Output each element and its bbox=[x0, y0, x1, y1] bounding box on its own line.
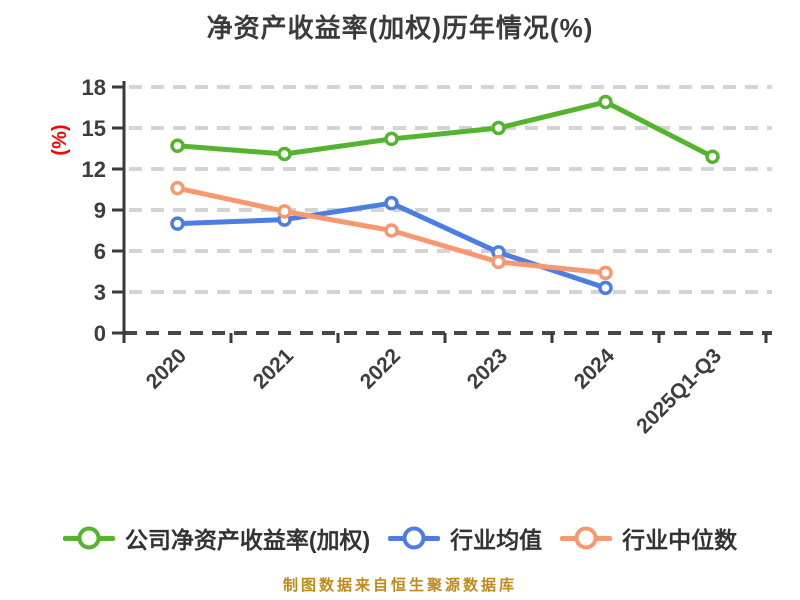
data-point-marker[interactable] bbox=[277, 204, 292, 219]
x-tick-label: 2023 bbox=[463, 344, 512, 393]
y-tick-label: 12 bbox=[82, 157, 106, 182]
y-tick-label: 18 bbox=[82, 75, 106, 100]
series-line-0 bbox=[175, 99, 715, 160]
x-tick-label: 2020 bbox=[142, 344, 191, 393]
y-tick-label: 15 bbox=[82, 116, 106, 141]
data-point-marker[interactable] bbox=[491, 254, 506, 270]
line-marker-icon bbox=[62, 526, 115, 550]
data-point-marker[interactable] bbox=[384, 195, 399, 211]
legend-item-company-roe[interactable]: 公司净资产收益率(加权) bbox=[62, 521, 371, 555]
y-axis-name: (%) bbox=[49, 124, 71, 155]
data-point-marker[interactable] bbox=[598, 265, 613, 281]
line-marker-icon bbox=[560, 526, 613, 550]
source-note: 制图数据来自恒生聚源数据库 bbox=[282, 577, 517, 594]
x-tick-label: 2024 bbox=[570, 344, 620, 394]
data-point-marker[interactable] bbox=[598, 94, 613, 110]
data-point-marker[interactable] bbox=[170, 138, 185, 154]
x-tick-label: 2022 bbox=[356, 344, 405, 393]
data-point-marker[interactable] bbox=[384, 131, 399, 147]
legend-label: 公司净资产收益率(加权) bbox=[124, 527, 371, 553]
line-marker-icon bbox=[388, 526, 441, 550]
y-tick-label: 0 bbox=[94, 321, 106, 346]
legend-item-industry-median[interactable]: 行业中位数 bbox=[560, 521, 737, 555]
legend-label: 行业中位数 bbox=[622, 527, 738, 553]
series-line-1 bbox=[175, 200, 608, 291]
x-tick-label: 2025Q1-Q3 bbox=[632, 344, 726, 438]
y-tick-label: 9 bbox=[94, 198, 106, 223]
data-point-marker[interactable] bbox=[384, 223, 399, 238]
y-tick-label: 3 bbox=[94, 280, 106, 305]
data-point-marker[interactable] bbox=[491, 120, 506, 136]
x-tick-label: 2021 bbox=[249, 344, 299, 394]
data-point-marker[interactable] bbox=[170, 180, 185, 196]
legend-label: 行业均值 bbox=[450, 527, 543, 553]
data-point-marker[interactable] bbox=[598, 280, 613, 296]
legend-item-industry-average[interactable]: 行业均值 bbox=[388, 521, 542, 555]
y-tick-label: 6 bbox=[94, 239, 106, 264]
legend: 公司净资产收益率(加权) 行业均值 行业中位数 bbox=[0, 520, 800, 556]
data-point-marker[interactable] bbox=[705, 149, 720, 164]
chart-title: 净资产收益率(加权)历年情况(%) bbox=[206, 13, 594, 43]
data-point-marker[interactable] bbox=[170, 216, 185, 231]
data-point-marker[interactable] bbox=[277, 146, 292, 162]
